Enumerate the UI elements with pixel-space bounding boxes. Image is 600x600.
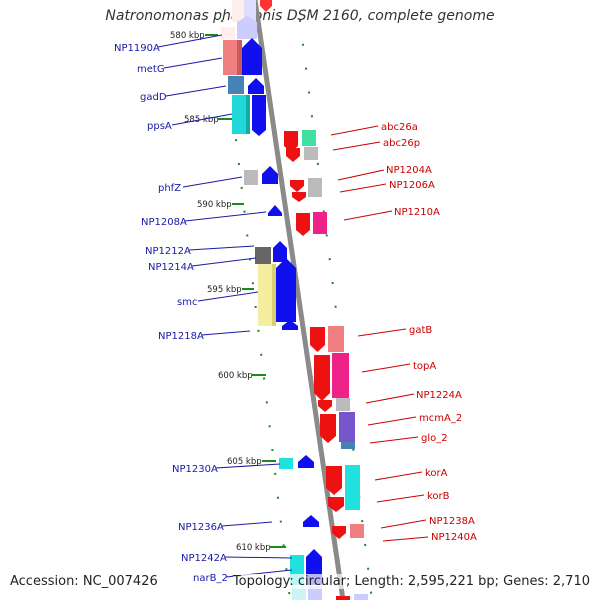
gene-np1212a-np1214a [255,241,287,264]
gene-gatb [310,326,344,352]
gene-label: korB [427,491,450,502]
top-partial-features [232,0,272,22]
tick-label: 610 kbp [236,543,271,553]
gene-mcma2 [320,412,355,449]
accession-label: Accession: NC_007426 [10,574,158,589]
gene-label: gatB [409,325,432,336]
gene-label: NP1212A [145,246,191,257]
tick-label: 590 kbp [197,200,232,210]
gene-label: topA [413,361,436,372]
gene-label: narB_2 [193,573,228,584]
gene-smc [258,258,296,326]
gene-gadd [228,76,264,94]
tick-label: 595 kbp [207,285,242,295]
gene-metg [223,38,262,75]
gene-np1190a [221,16,257,39]
gene-abc26a [284,130,316,152]
gene-label: NP1214A [148,262,194,273]
gene-label: NP1208A [141,217,187,228]
right-strand-features [284,130,368,600]
gene-np1224a [318,398,350,412]
page-title: Natronomonas pharaonis DSM 2160, complet… [105,8,495,24]
gene-np1230a [279,455,314,469]
gene-korb [328,497,344,512]
gene-np1204a [290,178,322,197]
gene-label: korA [425,468,448,479]
gene-label: ppsA [147,121,172,132]
right-gene-labels: abc26a abc26p NP1204A NP1206A NP1210A ga… [330,122,477,543]
gene-np1238a [332,524,364,539]
gene-np1208a [268,205,282,216]
gene-label: glo_2 [421,433,448,444]
gene-label: NP1224A [416,390,462,401]
gene-label: metG [137,64,165,75]
gene-np1206a [292,192,306,202]
gene-label: phfZ [158,183,181,194]
gene-label: smc [177,297,197,308]
left-strand-features [221,16,322,600]
gene-label: NP1218A [158,331,204,342]
gene-label: NP1230A [172,464,218,475]
gene-np1236a [303,515,319,527]
gene-np1210a [296,212,327,236]
gene-label: NP1242A [181,553,227,564]
gene-label: abc26a [381,122,418,133]
tick-label: 580 kbp [170,31,205,41]
gene-label: NP1238A [429,516,475,527]
topology-label: Topology: circular; Length: 2,595,221 bp… [232,574,590,589]
gene-phfz [244,166,278,185]
left-gene-labels: NP1190A metG gadD ppsA phfZ NP1208A NP12… [114,34,293,584]
gene-kora [326,465,360,510]
gene-np1218a [282,320,298,330]
gene-label: NP1206A [389,180,435,191]
gene-label: gadD [140,92,167,103]
tick-label: 600 kbp [218,371,253,381]
tick-label: 605 kbp [227,457,262,467]
gene-bottom-partial [336,594,368,600]
gene-label: mcmA_2 [419,413,462,424]
gene-narb2 [292,586,322,600]
gene-label: NP1190A [114,43,160,54]
gene-label: NP1240A [431,532,477,543]
gene-abc26p [286,147,318,162]
gene-label: NP1236A [178,522,224,533]
gene-topa [314,353,349,401]
gene-ppsa [232,95,266,136]
gene-label: abc26p [383,138,420,149]
gene-label: NP1210A [394,207,440,218]
gene-label: NP1204A [386,165,432,176]
